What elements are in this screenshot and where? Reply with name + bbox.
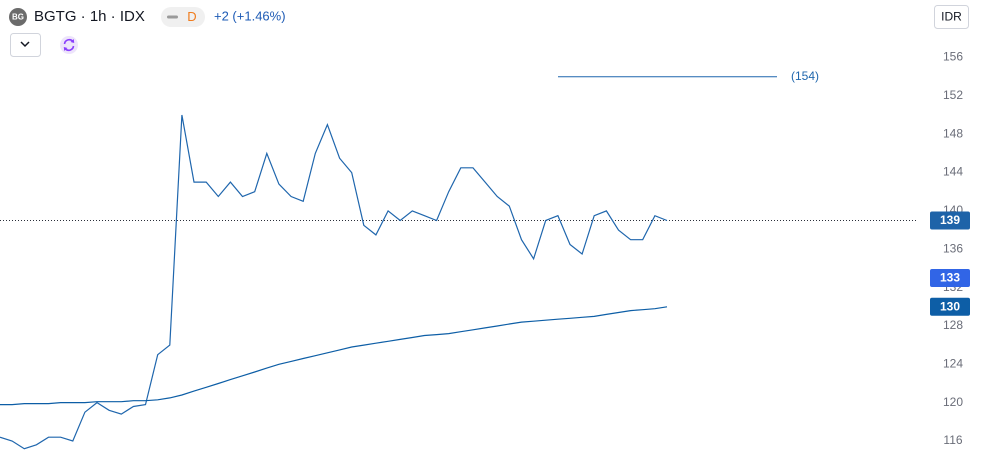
y-tick-label: 128 [943, 318, 963, 332]
currency-label: IDR [941, 10, 962, 24]
series-line [0, 114, 668, 450]
y-tick-label: 120 [943, 395, 963, 409]
chevron-icon [20, 41, 30, 48]
price-label-text: 130 [940, 299, 960, 313]
refresh-button[interactable] [60, 36, 78, 54]
level-label: (154) [791, 69, 819, 83]
price-label-text: 133 [940, 271, 960, 285]
price-label-box [930, 211, 970, 230]
y-tick-label: 156 [943, 50, 963, 64]
status-badge: D [187, 9, 196, 24]
logo [9, 8, 27, 26]
y-tick-label: 136 [943, 241, 963, 255]
price-label-box [930, 297, 970, 316]
series-line [0, 306, 668, 406]
currency-button[interactable] [934, 5, 969, 29]
y-tick-label: 116 [943, 433, 962, 447]
price-label-text: 139 [940, 213, 960, 227]
price-change: +2 (+1.46%) [214, 8, 286, 23]
y-tick-label: 124 [943, 356, 963, 370]
y-tick-label: 144 [943, 165, 963, 179]
price-label-box [930, 269, 970, 288]
logo-text: BG [12, 13, 24, 22]
y-tick-label: 152 [943, 88, 963, 102]
refresh-arrow [63, 47, 68, 51]
y-tick-label: 148 [943, 126, 963, 140]
status-dash [167, 15, 178, 19]
refresh-arrow [70, 39, 75, 43]
symbol-title: BGTG · 1h · IDX [34, 8, 145, 25]
status-pill[interactable] [161, 7, 205, 27]
